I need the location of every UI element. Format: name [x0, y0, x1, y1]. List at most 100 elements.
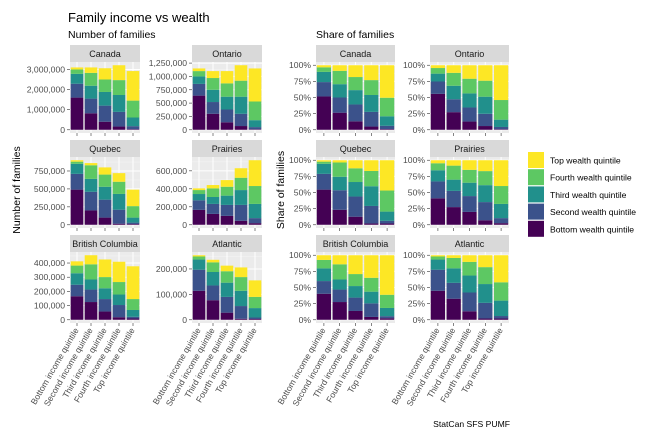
y-tick-label: 1,250,000 [149, 58, 187, 68]
bar-segment-bottom-wealth-quintile [493, 129, 509, 130]
bar-segment-third-wealth-quintile [430, 259, 446, 270]
y-tick-label: 200,000 [156, 202, 187, 212]
bar-segment-second-wealth-quintile [192, 269, 206, 291]
bar-segment-third-wealth-quintile [220, 282, 234, 297]
left-y-axis-title: Number of families [11, 146, 23, 234]
bar-segment-fourth-wealth-quintile [84, 72, 98, 86]
bar-segment-fourth-wealth-quintile [206, 78, 220, 90]
bar-segment-second-wealth-quintile [430, 181, 446, 199]
y-tick-label: 100,000 [34, 301, 65, 311]
y-tick-label: 0 [60, 125, 65, 135]
bar-segment-top-wealth-quintile [348, 255, 363, 275]
y-tick-label: 25% [294, 299, 312, 309]
bar-segment-top-wealth-quintile [248, 160, 262, 187]
bar-segment-second-wealth-quintile [348, 196, 363, 217]
bar-segment-top-wealth-quintile [446, 65, 461, 73]
bar-segment-second-wealth-quintile [112, 305, 126, 318]
bar-segment-top-wealth-quintile [348, 160, 363, 169]
bar-segment-second-wealth-quintile [98, 105, 112, 122]
facet-label: Ontario [455, 49, 485, 59]
bar-segment-second-wealth-quintile [126, 222, 140, 225]
bar-segment-fourth-wealth-quintile [316, 259, 332, 269]
bar-segment-top-wealth-quintile [192, 68, 206, 72]
bar-segment-second-wealth-quintile [462, 107, 477, 122]
facet-strip [192, 235, 262, 252]
bar-segment-third-wealth-quintile [234, 290, 248, 307]
bar-segment-top-wealth-quintile [332, 65, 347, 71]
bar-segment-bottom-wealth-quintile [234, 126, 248, 130]
bar-segment-third-wealth-quintile [220, 195, 234, 205]
y-tick-label: 75% [294, 171, 312, 181]
bar-segment-top-wealth-quintile [126, 189, 140, 207]
y-tick-label: 50% [294, 188, 312, 198]
bar-segment-top-wealth-quintile [220, 180, 234, 187]
legend-label: Third wealth quintile [550, 190, 627, 200]
bar-segment-third-wealth-quintile [112, 193, 126, 210]
bar-segment-third-wealth-quintile [248, 120, 262, 128]
bar-segment-third-wealth-quintile [446, 85, 461, 100]
bar-segment-second-wealth-quintile [112, 111, 126, 127]
bar-segment-third-wealth-quintile [316, 268, 332, 282]
bar-segment-bottom-wealth-quintile [126, 129, 140, 130]
bar-segment-bottom-wealth-quintile [430, 198, 446, 225]
y-tick-label: 50% [294, 93, 312, 103]
y-tick-label: 0% [299, 315, 312, 325]
y-tick-label: 100% [403, 60, 425, 70]
bar-segment-fourth-wealth-quintile [248, 186, 262, 204]
y-tick-label: 0% [413, 315, 426, 325]
bar-segment-bottom-wealth-quintile [316, 189, 332, 225]
bar-segment-fourth-wealth-quintile [462, 78, 477, 94]
bar-segment-bottom-wealth-quintile [206, 300, 220, 320]
bar-segment-third-wealth-quintile [126, 217, 140, 223]
bar-segment-second-wealth-quintile [234, 306, 248, 319]
legend-item: Second wealth quintile [528, 203, 636, 220]
bar-segment-bottom-wealth-quintile [348, 310, 363, 320]
bar-segment-third-wealth-quintile [379, 307, 395, 317]
bar-segment-second-wealth-quintile [112, 209, 126, 224]
bar-segment-bottom-wealth-quintile [493, 223, 509, 225]
bar-segment-third-wealth-quintile [364, 291, 379, 304]
bar-segment-bottom-wealth-quintile [364, 126, 379, 130]
bar-segment-third-wealth-quintile [332, 176, 347, 191]
y-tick-label: 600,000 [156, 166, 187, 176]
bar-segment-bottom-wealth-quintile [84, 302, 98, 320]
bar-segment-second-wealth-quintile [478, 302, 493, 319]
bar-segment-third-wealth-quintile [248, 308, 262, 318]
bar-segment-third-wealth-quintile [98, 186, 112, 200]
facet-strip [316, 235, 395, 252]
bar-segment-top-wealth-quintile [112, 261, 126, 283]
bar-segment-top-wealth-quintile [192, 188, 206, 191]
y-tick-label: 75% [294, 76, 312, 86]
bar-segment-fourth-wealth-quintile [234, 277, 248, 291]
legend: Top wealth quintile Fourth wealth quintil… [528, 152, 636, 237]
facet-strip [192, 140, 262, 157]
legend-key [528, 203, 544, 220]
y-tick-label: 75% [294, 266, 312, 276]
bar-segment-fourth-wealth-quintile [206, 262, 220, 272]
bar-segment-fourth-wealth-quintile [84, 264, 98, 280]
y-tick-label: 100% [289, 60, 311, 70]
bar-segment-fourth-wealth-quintile [70, 161, 84, 164]
bar-segment-third-wealth-quintile [478, 284, 493, 303]
bar-segment-bottom-wealth-quintile [478, 126, 493, 130]
bar-segment-top-wealth-quintile [84, 163, 98, 166]
y-tick-label: 50% [294, 283, 312, 293]
y-tick-label: 3,000,000 [27, 64, 65, 74]
bar-segment-top-wealth-quintile [70, 67, 84, 70]
bar-segment-second-wealth-quintile [98, 299, 112, 312]
bar-segment-fourth-wealth-quintile [332, 264, 347, 280]
bar-segment-fourth-wealth-quintile [379, 294, 395, 308]
bar-segment-top-wealth-quintile [234, 65, 248, 81]
bar-segment-second-wealth-quintile [379, 316, 395, 319]
y-tick-label: 0% [299, 125, 312, 135]
bar-segment-second-wealth-quintile [478, 202, 493, 221]
facet-label: Quebec [340, 144, 372, 154]
bar-segment-fourth-wealth-quintile [332, 162, 347, 177]
bar-segment-second-wealth-quintile [446, 190, 461, 208]
bar-segment-bottom-wealth-quintile [348, 121, 363, 130]
bar-segment-bottom-wealth-quintile [220, 122, 234, 130]
bar-segment-second-wealth-quintile [220, 204, 234, 216]
bar-segment-bottom-wealth-quintile [316, 96, 332, 130]
bar-segment-third-wealth-quintile [478, 185, 493, 203]
